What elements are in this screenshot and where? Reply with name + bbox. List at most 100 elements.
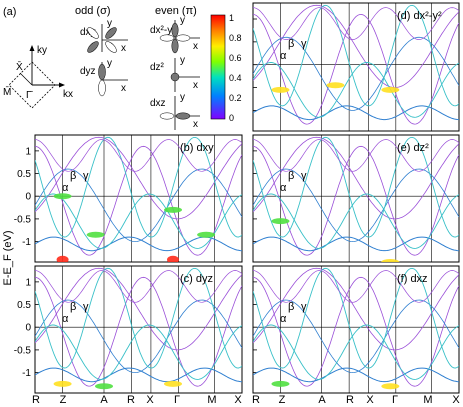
k-label: Z [279, 394, 286, 406]
band-alpha [253, 36, 459, 111]
colorbar-tick: 1 [229, 13, 234, 23]
orbital-weight-marker [271, 380, 290, 387]
y-tick-label: -1 [22, 237, 31, 248]
k-label: A [100, 394, 108, 406]
dyz-x-label: x [121, 83, 126, 94]
panel-frame [34, 265, 243, 394]
colorbar-tick: 0.6 [229, 53, 242, 63]
colorbar-tick: 0.8 [229, 33, 242, 43]
band-beta [253, 270, 459, 303]
band-beta [253, 136, 459, 220]
band-beta [253, 13, 459, 125]
band-alpha [35, 299, 242, 374]
panel-a: (a) odd (σ) even (π) X̄ M̄ Γ̄ kx ky dxy … [3, 5, 242, 130]
band-curves [253, 136, 459, 262]
orbital-label-dx2y2: dx²-y² [150, 25, 176, 36]
panel-a-label: (a) [3, 6, 16, 18]
dz2-lobe-icon [170, 72, 180, 82]
colorbar-gradient [210, 14, 226, 120]
panel-frame [252, 2, 460, 132]
dxz-x-label: x [193, 119, 198, 130]
k-label: X [234, 394, 242, 406]
orbital-weight-marker [95, 383, 113, 390]
band-label: α [62, 182, 69, 194]
band-beta [35, 139, 242, 172]
band-gamma [253, 267, 459, 369]
band-label: γ [83, 301, 89, 313]
panel-label: (c) dyz [180, 273, 213, 285]
band-label: β [288, 301, 294, 313]
orbital-dxy-sketch: dxy y x [80, 18, 128, 54]
orbital-weight-marker [197, 231, 216, 238]
orbital-label-dz2: dz² [150, 62, 165, 73]
dz2-x-label: x [193, 80, 198, 91]
band-gamma [253, 324, 459, 380]
band-beta [35, 136, 242, 220]
band-beta [253, 276, 459, 387]
k-label: Z [60, 394, 67, 406]
orbital-label-dyz: dyz [80, 66, 96, 77]
orbital-weight-marker [164, 206, 182, 213]
y-axis-title: E-E_F (eV) [2, 230, 14, 285]
dxz-lobe-icon [175, 112, 191, 120]
k-label: Γ [392, 394, 398, 406]
dxy-lobe-icon [87, 27, 99, 39]
band-beta [35, 145, 242, 256]
orbital-weight-marker [271, 218, 290, 225]
dx2y2-x-label: x [193, 41, 198, 52]
band-panel-e: (e) dz² αβ γ [252, 134, 460, 263]
bz-label-gammabar: Γ̄ [26, 90, 34, 101]
band-beta [35, 270, 242, 303]
colorbar-tick: 0.2 [229, 93, 242, 103]
k-label: X [366, 394, 374, 406]
dx2y2-lobe-icon [175, 34, 191, 42]
y-tick-label: -1 [22, 368, 31, 379]
band-beta [253, 145, 459, 256]
orbital-weight-marker [53, 193, 72, 200]
band-beta [35, 276, 242, 387]
y-tick-label: 1 [25, 146, 31, 157]
dxy-lobe-icon [105, 27, 117, 39]
band-label: γ [83, 170, 89, 182]
bz-label-ky: ky [37, 45, 47, 56]
orbital-weight-marker [381, 259, 400, 262]
orbital-dyz-sketch: dyz y x [80, 58, 128, 97]
ky-arrow-icon [29, 45, 35, 51]
band-alpha [253, 367, 459, 383]
band-alpha [253, 168, 459, 243]
band-gamma [253, 61, 459, 118]
band-label: α [280, 313, 287, 325]
orbital-weight-marker [271, 86, 290, 93]
dyz-lobe-icon [98, 79, 106, 97]
band-beta [253, 139, 459, 172]
k-label: M [423, 394, 432, 406]
band-curves [253, 267, 459, 390]
band-label: α [280, 50, 287, 62]
dxy-lobe-icon [105, 41, 117, 53]
k-label: M [207, 394, 216, 406]
brillouin-zone-sketch: X̄ M̄ Γ̄ kx ky [3, 45, 73, 109]
orbital-label-dxz: dxz [150, 98, 166, 109]
y-tick-label: -0.5 [14, 214, 32, 225]
band-gamma [253, 193, 459, 249]
dxz-lobe-icon [159, 112, 175, 120]
dz2-y-label: y [180, 55, 185, 66]
band-gamma [253, 4, 459, 107]
k-label: X [452, 394, 460, 406]
dxz-y-label: y [180, 92, 185, 103]
y-tick-label: 0.5 [17, 300, 31, 311]
kx-arrow-icon [59, 82, 65, 88]
band-label: γ [301, 38, 307, 50]
dyz-lobe-icon [98, 63, 106, 81]
y-tick-label: 0.5 [17, 169, 31, 180]
dxy-lobe-icon [87, 41, 99, 53]
bz-label-xbar: X̄ [16, 60, 23, 73]
dx2y2-lobe-icon [171, 38, 179, 54]
bz-diamond [8, 61, 56, 109]
band-label: β [288, 38, 294, 50]
colorbar-tick: 0.4 [229, 73, 242, 83]
colorbar-tick: 0 [229, 113, 234, 123]
k-label: R [252, 394, 260, 406]
band-label: α [280, 182, 287, 194]
bz-label-kx: kx [63, 89, 73, 100]
